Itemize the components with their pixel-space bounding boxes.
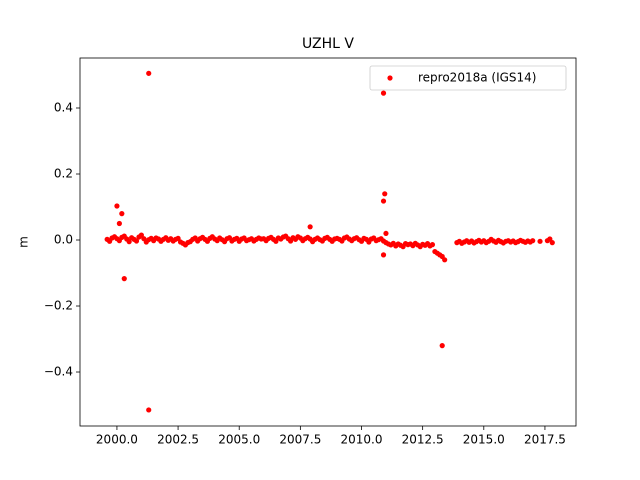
point — [439, 343, 445, 349]
x-tick-label: 2007.5 — [279, 433, 321, 447]
x-tick-label: 2015.0 — [463, 433, 505, 447]
x-tick-label: 2005.0 — [218, 433, 260, 447]
point — [133, 238, 140, 244]
series — [104, 70, 555, 413]
x-tick-label: 2000.0 — [96, 433, 138, 447]
point — [530, 238, 536, 244]
y-tick-label: 0.4 — [54, 100, 73, 114]
point — [442, 257, 448, 263]
legend-marker — [387, 75, 393, 81]
point — [126, 239, 132, 245]
point — [114, 203, 120, 209]
point — [383, 230, 389, 237]
y-axis-label: m — [17, 236, 31, 248]
point — [146, 70, 152, 76]
chart-title: UZHL V — [302, 36, 354, 52]
y-tick-label: 0.2 — [54, 167, 73, 181]
point — [116, 220, 122, 227]
y-tick-label: −0.4 — [44, 365, 73, 379]
point — [119, 211, 125, 217]
point — [380, 198, 387, 204]
y-tick-label: −0.2 — [44, 299, 73, 313]
point — [549, 240, 555, 246]
y-tick-label: 0.0 — [54, 233, 73, 247]
x-tick-label: 2010.0 — [341, 433, 383, 447]
point — [380, 252, 387, 258]
point — [429, 242, 436, 248]
x-tick-label: 2002.5 — [157, 433, 199, 447]
x-tick-label: 2017.5 — [524, 433, 566, 447]
point — [382, 191, 388, 197]
point — [121, 276, 127, 282]
point — [537, 238, 543, 244]
plot-frame — [79, 57, 577, 427]
point — [380, 90, 387, 96]
x-tick-label: 2012.5 — [402, 433, 444, 447]
point — [307, 224, 313, 230]
legend-box — [369, 65, 567, 91]
point — [146, 407, 152, 413]
legend-label: repro2018a (IGS14) — [418, 71, 536, 85]
